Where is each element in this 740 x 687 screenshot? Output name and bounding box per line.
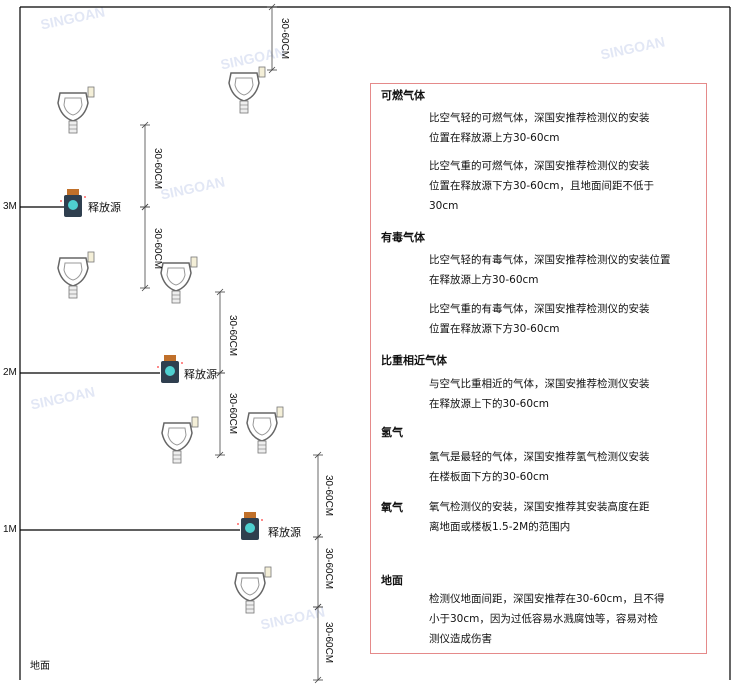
dimension-label: 30-60CM [227, 315, 238, 357]
section-paragraph: 比空气轻的可燃气体，深国安推荐检测仪的安装 位置在释放源上方30-60cm [429, 108, 650, 148]
gas-detector-icon [160, 256, 198, 304]
paragraph-line: 在释放源上方30-60cm [429, 274, 539, 286]
dimension-tick [314, 533, 322, 541]
section-paragraph: 检测仪地面间距，深国安推荐在30-60cm，且不得 小于30cm，因为过低容易水溅… [429, 589, 665, 649]
section-paragraph: 比空气重的有毒气体，深国安推荐检测仪的安装 位置在释放源下方30-60cm [429, 299, 650, 339]
paragraph-line: 离地面或楼板1.5-2M的范围内 [429, 521, 571, 533]
ground-label: 地面 [30, 661, 50, 672]
gas-detector-icon [228, 66, 266, 114]
release-source-icon [237, 512, 263, 540]
paragraph-line: 比空气重的可燃气体，深国安推荐检测仪的安装 [429, 160, 650, 172]
dimension-tick [216, 288, 224, 296]
source-label: 释放源 [184, 368, 217, 381]
paragraph-line: 位置在释放源下方30-60cm [429, 323, 560, 335]
section-title: 氧气 [381, 501, 403, 514]
paragraph-line: 测仪造成伤害 [429, 633, 492, 645]
paragraph-line: 与空气比重相近的气体，深国安推荐检测仪安装 [429, 378, 650, 390]
section-title: 氢气 [381, 426, 403, 439]
paragraph-line: 在释放源上下的30-60cm [429, 398, 550, 410]
section-paragraph: 氧气检测仪的安装，深国安推荐其安装高度在距 离地面或楼板1.5-2M的范围内 [429, 497, 650, 537]
dimension-label: 30-60CM [227, 393, 238, 435]
dimension-label: 30-60CM [323, 475, 334, 517]
section-title: 可燃气体 [381, 89, 425, 102]
gas-detector-icon [246, 406, 284, 454]
section-paragraph: 氢气是最轻的气体，深国安推荐氢气检测仪安装 在楼板面下方的30-60cm [429, 447, 650, 487]
dimension-tick [314, 603, 322, 611]
release-source-icon [157, 355, 183, 383]
paragraph-line: 在楼板面下方的30-60cm [429, 471, 550, 483]
paragraph-line: 比空气轻的可燃气体，深国安推荐检测仪的安装 [429, 112, 650, 124]
dimension-tick [314, 676, 322, 684]
section-title: 地面 [381, 574, 403, 587]
level-1m-label: 1M [3, 524, 17, 535]
paragraph-line: 检测仪地面间距，深国安推荐在30-60cm，且不得 [429, 593, 665, 605]
source-label: 释放源 [88, 201, 121, 214]
guidelines-panel: 可燃气体 比空气轻的可燃气体，深国安推荐检测仪的安装 位置在释放源上方30-60cm… [370, 83, 707, 654]
section-title: 有毒气体 [381, 231, 425, 244]
section-paragraph: 比空气重的可燃气体，深国安推荐检测仪的安装 位置在释放源下方30-60cm，且地面… [429, 156, 654, 216]
dimension-label: 30-60CM [323, 622, 334, 664]
dimension-tick [314, 451, 322, 459]
release-source-icon [60, 189, 86, 217]
dimension-tick [268, 3, 276, 11]
paragraph-line: 位置在释放源上方30-60cm [429, 132, 560, 144]
dimension-label: 30-60CM [279, 18, 290, 60]
paragraph-line: 氢气是最轻的气体，深国安推荐氢气检测仪安装 [429, 451, 650, 463]
dimension-tick [141, 121, 149, 129]
paragraph-line: 小于30cm，因为过低容易水溅腐蚀等，容易对检 [429, 613, 658, 625]
section-paragraph: 与空气比重相近的气体，深国安推荐检测仪安装 在释放源上下的30-60cm [429, 374, 650, 414]
level-3m-label: 3M [3, 201, 17, 212]
gas-detector-icon [57, 251, 95, 299]
paragraph-line: 30cm [429, 200, 459, 212]
source-label: 释放源 [268, 526, 301, 539]
dimension-tick [141, 203, 149, 211]
section-title: 比重相近气体 [381, 354, 447, 367]
dimension-tick [216, 451, 224, 459]
paragraph-line: 比空气重的有毒气体，深国安推荐检测仪的安装 [429, 303, 650, 315]
dimension-label: 30-60CM [152, 228, 163, 270]
dimension-label: 30-60CM [152, 148, 163, 190]
section-paragraph: 比空气轻的有毒气体，深国安推荐检测仪的安装位置 在释放源上方30-60cm [429, 250, 671, 290]
paragraph-line: 位置在释放源下方30-60cm，且地面间距不低于 [429, 180, 655, 192]
paragraph-line: 氧气检测仪的安装，深国安推荐其安装高度在距 [429, 501, 650, 513]
dimension-tick [141, 284, 149, 292]
dimension-tick [268, 66, 276, 74]
dimension-label: 30-60CM [323, 548, 334, 590]
dimension-tick [216, 369, 224, 377]
gas-detector-icon [234, 566, 272, 614]
gas-detector-icon [57, 86, 95, 134]
level-2m-label: 2M [3, 367, 17, 378]
gas-detector-icon [161, 416, 199, 464]
paragraph-line: 比空气轻的有毒气体，深国安推荐检测仪的安装位置 [429, 254, 671, 266]
